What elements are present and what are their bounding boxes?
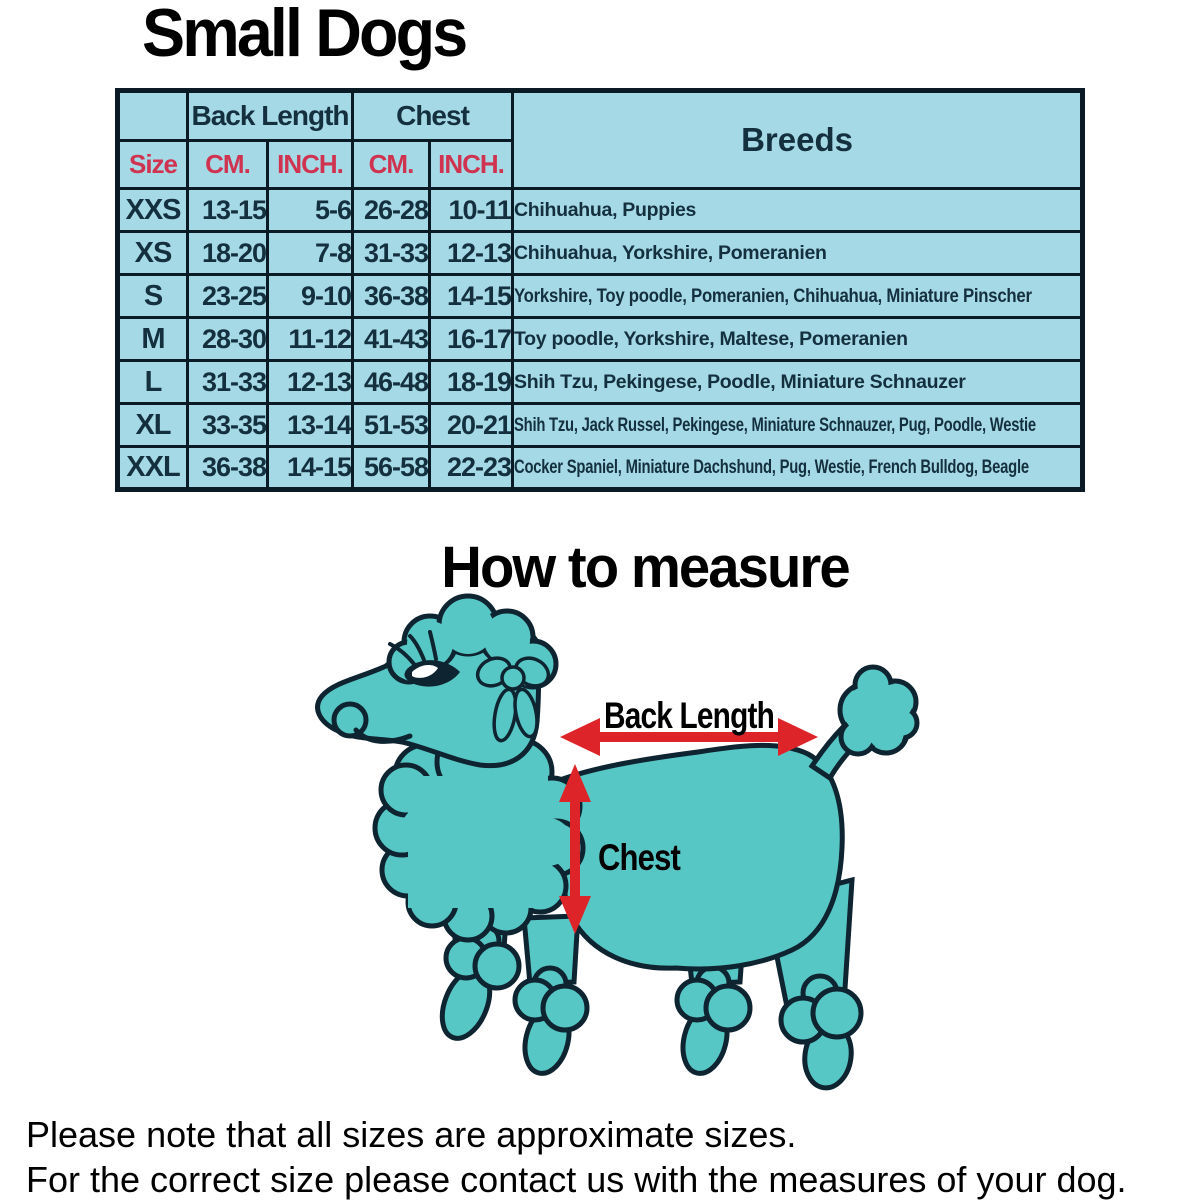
chest-inch-value: 10-11: [427, 187, 515, 233]
note-line-2: For the correct size please contact us w…: [26, 1159, 1127, 1200]
size-col-spacer: [116, 89, 189, 142]
table-row: S 23-25 9-10 36-38 14-15 Yorkshire, Toy …: [116, 273, 1085, 319]
chest-cm-value: 41-43: [351, 316, 431, 362]
chest-cm-value: 51-53: [351, 402, 431, 448]
chest-inch-header: INCH.: [427, 139, 515, 190]
table-row: M 28-30 11-12 41-43 16-17 Toy poodle, Yo…: [116, 316, 1085, 362]
back-inch-value: 11-12: [266, 316, 354, 362]
back-cm-header: CM.: [186, 139, 269, 190]
breeds-value: Chihuahua, Puppies: [511, 187, 1085, 233]
chest-inch-value: 22-23: [427, 445, 515, 491]
back-inch-header: INCH.: [266, 139, 354, 190]
size-value: L: [116, 359, 189, 405]
back-cm-value: 23-25: [186, 273, 269, 319]
breeds-value: Cocker Spaniel, Miniature Dachshund, Pug…: [511, 445, 1085, 491]
table-row: L 31-33 12-13 46-48 18-19 Shih Tzu, Peki…: [116, 359, 1085, 405]
back-inch-value: 13-14: [266, 402, 354, 448]
footer-notes: Please note that all sizes are approxima…: [26, 1112, 1196, 1200]
back-cm-value: 13-15: [186, 187, 269, 233]
back-inch-value: 5-6: [266, 187, 354, 233]
breeds-value: Yorkshire, Toy poodle, Pomeranien, Chihu…: [511, 273, 1085, 319]
chest-cm-value: 36-38: [351, 273, 431, 319]
table-row: XL 33-35 13-14 51-53 20-21 Shih Tzu, Jac…: [116, 402, 1085, 448]
table-row: XS 18-20 7-8 31-33 12-13 Chihuahua, York…: [116, 230, 1085, 276]
size-value: XXS: [116, 187, 189, 233]
size-value: M: [116, 316, 189, 362]
poodle-eye: [388, 630, 460, 687]
poodle-illustration: [315, 593, 920, 1091]
back-length-label: Back Length: [604, 695, 774, 736]
back-cm-value: 33-35: [186, 402, 269, 448]
breeds-value: Toy poodle, Yorkshire, Maltese, Pomerani…: [511, 316, 1085, 362]
chest-cm-value: 46-48: [351, 359, 431, 405]
chest-inch-value: 18-19: [427, 359, 515, 405]
back-cm-value: 18-20: [186, 230, 269, 276]
table-group-header-row: Back Length Chest Breeds: [116, 89, 1085, 190]
size-value: XS: [116, 230, 189, 276]
table-row: XXL 36-38 14-15 56-58 22-23 Cocker Spani…: [116, 445, 1085, 491]
poodle-tail: [808, 664, 920, 782]
breeds-value: Chihuahua, Yorkshire, Pomeranien: [511, 230, 1085, 276]
breeds-header: Breeds: [511, 89, 1085, 190]
table-sub-header-row: Size CM. INCH. CM. INCH.: [116, 139, 1083, 190]
poodle-smile: [353, 727, 413, 744]
how-to-measure-diagram: Back Length Chest: [315, 593, 920, 1091]
chest-inch-value: 14-15: [427, 273, 515, 319]
size-value: XL: [116, 402, 189, 448]
back-cm-value: 31-33: [186, 359, 269, 405]
chest-cm-header: CM.: [351, 139, 431, 190]
poodle-head: [315, 593, 559, 769]
back-inch-value: 12-13: [266, 359, 354, 405]
size-table: Back Length Chest Breeds Size CM. INCH. …: [115, 88, 1086, 492]
size-header: Size: [116, 139, 189, 190]
how-to-measure-title: How to measure: [441, 535, 850, 600]
chest-inch-value: 12-13: [427, 230, 515, 276]
back-inch-value: 9-10: [266, 273, 354, 319]
size-value: S: [116, 273, 189, 319]
back-cm-value: 36-38: [186, 445, 269, 491]
back-inch-value: 14-15: [266, 445, 354, 491]
chest-cm-value: 31-33: [351, 230, 431, 276]
chest-arrow: [559, 764, 591, 934]
note-line-1: Please note that all sizes are approxima…: [26, 1114, 797, 1155]
poodle-nose: [331, 701, 369, 739]
table-row: XXS 13-15 5-6 26-28 10-11 Chihuahua, Pup…: [116, 187, 1085, 233]
chest-group-header: Chest: [350, 89, 515, 142]
chest-cm-value: 26-28: [351, 187, 431, 233]
back-length-arrow: [560, 718, 818, 756]
size-value: XXL: [116, 445, 189, 491]
back-inch-value: 7-8: [266, 230, 354, 276]
chest-inch-value: 20-21: [427, 402, 515, 448]
breeds-value: Shih Tzu, Jack Russel, Pekingese, Miniat…: [511, 402, 1085, 448]
page-title: Small Dogs: [142, 0, 468, 71]
back-length-group-header: Back Length: [186, 89, 354, 142]
poodle-bow: [475, 656, 551, 743]
chest-inch-value: 16-17: [427, 316, 515, 362]
back-cm-value: 28-30: [186, 316, 269, 362]
breeds-value: Shih Tzu, Pekingese, Poodle, Miniature S…: [511, 359, 1085, 405]
chest-label: Chest: [598, 837, 681, 878]
chest-cm-value: 56-58: [351, 445, 431, 491]
